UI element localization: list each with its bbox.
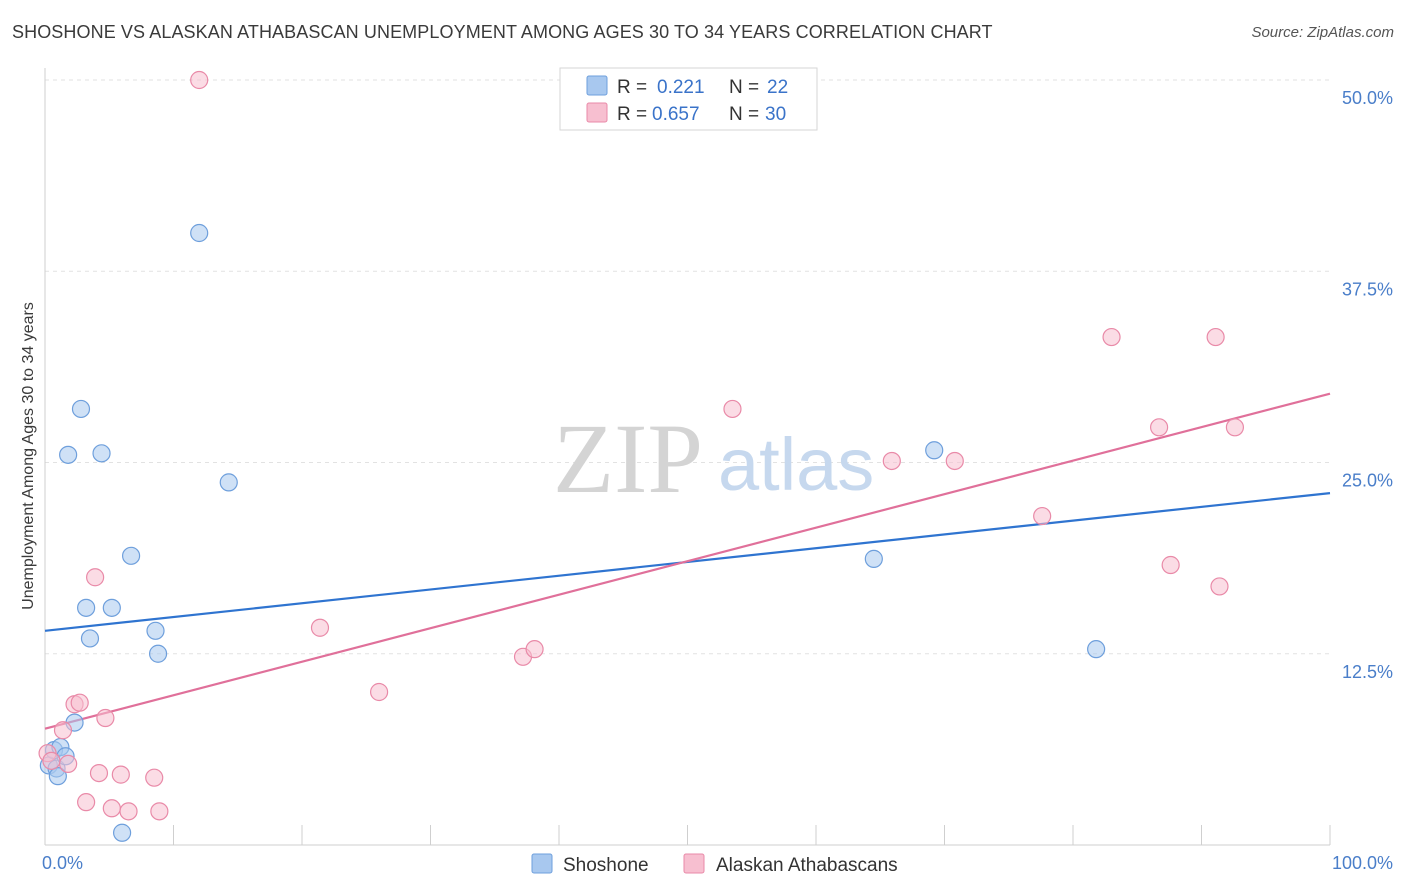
- legend-swatch-shoshone: [586, 75, 608, 96]
- bottom-legend-label-shoshone: Shoshone: [563, 855, 649, 876]
- point-athabascan-29: [1225, 418, 1245, 437]
- point-shoshone-19: [864, 549, 883, 568]
- series-legend: Shoshone Alaskan Athabascans: [531, 853, 898, 876]
- watermark-zip: ZIP: [553, 403, 703, 514]
- x-tick-label-0: 0.0%: [42, 853, 83, 873]
- point-shoshone-6: [59, 445, 78, 464]
- point-athabascan-24: [1102, 327, 1121, 347]
- legend-n-value-0: 22: [767, 77, 788, 98]
- y-tick-label-0: 12.5%: [1342, 662, 1393, 682]
- point-athabascan-16: [310, 618, 330, 637]
- point-shoshone-12: [102, 598, 121, 617]
- watermark: ZIP atlas: [553, 403, 874, 514]
- legend-r-value-0: 0.221: [657, 77, 705, 98]
- point-athabascan-28: [1210, 577, 1229, 596]
- point-shoshone-9: [77, 598, 96, 617]
- bottom-legend-swatch-shoshone: [531, 853, 553, 874]
- point-shoshone-15: [146, 621, 165, 640]
- legend-r-label-1: R =: [617, 104, 647, 125]
- point-athabascan-15: [190, 70, 209, 90]
- trend-line-athabascan: [44, 392, 1331, 730]
- point-athabascan-21: [882, 451, 901, 471]
- point-shoshone-21: [1087, 640, 1106, 659]
- point-athabascan-2: [53, 721, 73, 740]
- point-athabascan-11: [111, 765, 130, 784]
- point-shoshone-8: [71, 399, 91, 419]
- point-athabascan-13: [145, 768, 164, 787]
- point-athabascan-9: [96, 708, 115, 728]
- point-shoshone-11: [92, 444, 111, 463]
- point-shoshone-17: [190, 223, 209, 243]
- trend-lines: [44, 392, 1331, 730]
- x-tick-label-1: 100.0%: [1332, 853, 1393, 873]
- point-shoshone-16: [148, 644, 168, 663]
- legend-n-label-1: N =: [729, 104, 759, 125]
- y-tick-label-2: 37.5%: [1342, 279, 1393, 299]
- point-shoshone-3: [48, 767, 67, 786]
- y-tick-label-3: 50.0%: [1342, 88, 1393, 108]
- tick-labels: 12.5% 25.0% 37.5% 50.0% 0.0% 100.0%: [42, 88, 1393, 873]
- y-axis-label: Unemployment Among Ages 30 to 34 years: [20, 302, 37, 610]
- point-athabascan-27: [1206, 327, 1225, 347]
- point-athabascan-23: [1033, 506, 1052, 526]
- axes: [44, 68, 1331, 846]
- legend: R = 0.221 N = 22 R = 0.657 N = 30: [559, 67, 818, 131]
- point-athabascan-17: [370, 682, 389, 702]
- point-shoshone-10: [80, 629, 100, 648]
- legend-swatch-athabascan: [586, 102, 608, 123]
- point-shoshone-13: [112, 823, 132, 842]
- grid: [45, 79, 1330, 655]
- point-athabascan-19: [525, 640, 544, 659]
- point-shoshone-14: [121, 546, 141, 565]
- legend-n-value-1: 30: [765, 104, 786, 125]
- point-shoshone-18: [219, 473, 238, 492]
- bottom-legend-label-athabascan: Alaskan Athabascans: [716, 855, 898, 876]
- point-athabascan-22: [945, 451, 964, 471]
- legend-r-value-1: 0.657: [652, 104, 700, 125]
- point-athabascan-26: [1161, 555, 1180, 575]
- point-athabascan-12: [119, 802, 138, 821]
- legend-r-label-0: R =: [617, 77, 647, 98]
- point-athabascan-20: [723, 399, 742, 419]
- legend-n-label-0: N =: [729, 77, 759, 98]
- point-shoshone-20: [925, 441, 944, 460]
- y-tick-label-1: 25.0%: [1342, 471, 1393, 491]
- watermark-atlas: atlas: [718, 423, 874, 506]
- chart-title: SHOSHONE VS ALASKAN ATHABASCAN UNEMPLOYM…: [12, 22, 993, 42]
- point-athabascan-14: [150, 802, 169, 821]
- point-athabascan-5: [70, 693, 89, 712]
- point-athabascan-10: [102, 799, 121, 818]
- point-athabascan-3: [59, 754, 78, 774]
- data-points: [38, 70, 1245, 842]
- point-athabascan-1: [42, 751, 61, 770]
- point-athabascan-8: [89, 763, 109, 783]
- source-credit: Source: ZipAtlas.com: [1251, 24, 1394, 41]
- point-athabascan-7: [86, 568, 105, 587]
- point-athabascan-25: [1149, 418, 1169, 437]
- bottom-legend-swatch-athabascan: [683, 853, 705, 874]
- point-athabascan-6: [77, 793, 96, 812]
